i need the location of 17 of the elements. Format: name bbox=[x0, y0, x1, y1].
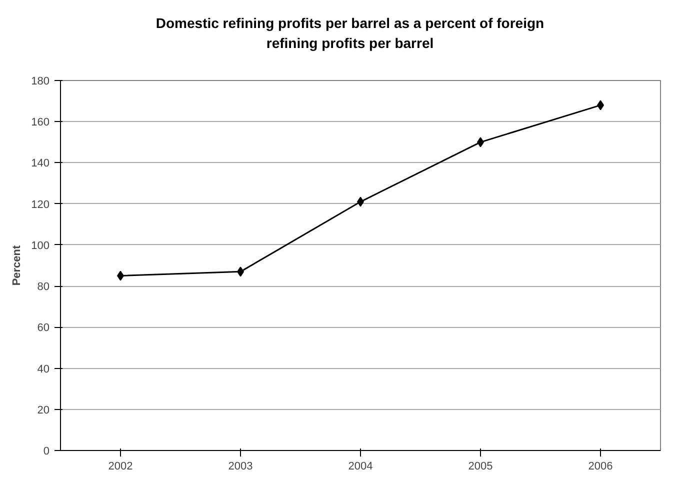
y-tick-label: 180 bbox=[31, 76, 50, 88]
y-tick-label: 100 bbox=[31, 240, 50, 252]
y-tick-label: 60 bbox=[37, 322, 50, 334]
x-tick-label: 2006 bbox=[588, 460, 613, 472]
y-tick-label: 80 bbox=[37, 281, 50, 294]
x-tick-label: 2005 bbox=[468, 460, 493, 472]
y-tick-label: 140 bbox=[31, 158, 50, 170]
y-tick-label: 40 bbox=[37, 363, 50, 376]
chart-title: Domestic refining profits per barrel as a percent of foreign refining profits per barrel bbox=[154, 14, 546, 53]
x-tick-label: 2003 bbox=[228, 460, 253, 472]
x-tick-label: 2004 bbox=[348, 460, 373, 472]
y-axis-title: Percent bbox=[11, 244, 24, 286]
y-tick-label: 120 bbox=[31, 198, 50, 211]
y-tick-label: 160 bbox=[31, 116, 50, 129]
y-tick-label: 0 bbox=[43, 446, 50, 458]
y-tick-label: 20 bbox=[37, 404, 50, 416]
x-tick-label: 2002 bbox=[108, 460, 133, 472]
